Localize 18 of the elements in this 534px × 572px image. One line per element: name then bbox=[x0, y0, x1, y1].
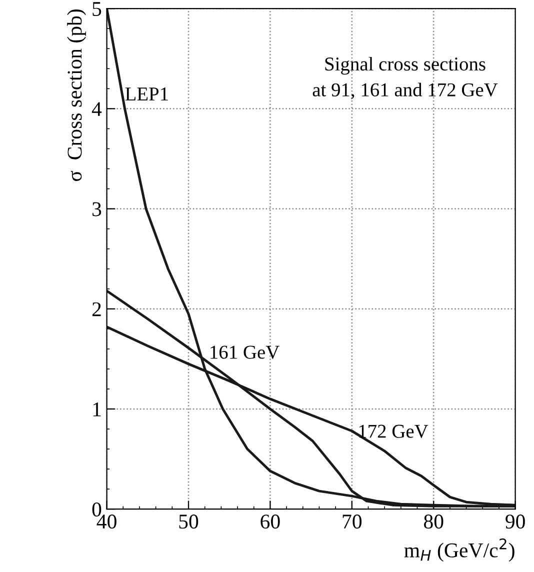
x-tick-label: 90 bbox=[506, 514, 525, 529]
y-tick-label: 5 bbox=[92, 2, 102, 16]
annotation: 161 GeV bbox=[210, 346, 280, 359]
x-axis-title: m$_{H}$ (GeV/c$^{2}$) bbox=[404, 538, 514, 562]
y-axis-title: σ Cross section (pb) bbox=[67, 10, 86, 182]
y-tick-label: 4 bbox=[92, 102, 102, 116]
x-tick-label: 70 bbox=[342, 514, 362, 529]
x-tick-label: 50 bbox=[179, 514, 198, 529]
annotation: Signal cross sections at 91, 161 and 172 GeV bbox=[312, 56, 498, 100]
y-tick-label: 3 bbox=[92, 202, 102, 216]
y-tick-label: 1 bbox=[93, 402, 101, 416]
x-tick-label: 80 bbox=[424, 514, 444, 529]
annotation: 172 GeV bbox=[359, 424, 428, 438]
y-tick-label: 2 bbox=[92, 302, 101, 316]
annotation: LEP1 bbox=[125, 88, 168, 100]
y-tick-label: 0 bbox=[92, 502, 102, 517]
x-tick-label: 60 bbox=[260, 514, 280, 529]
x-tick-label: 40 bbox=[96, 514, 116, 529]
